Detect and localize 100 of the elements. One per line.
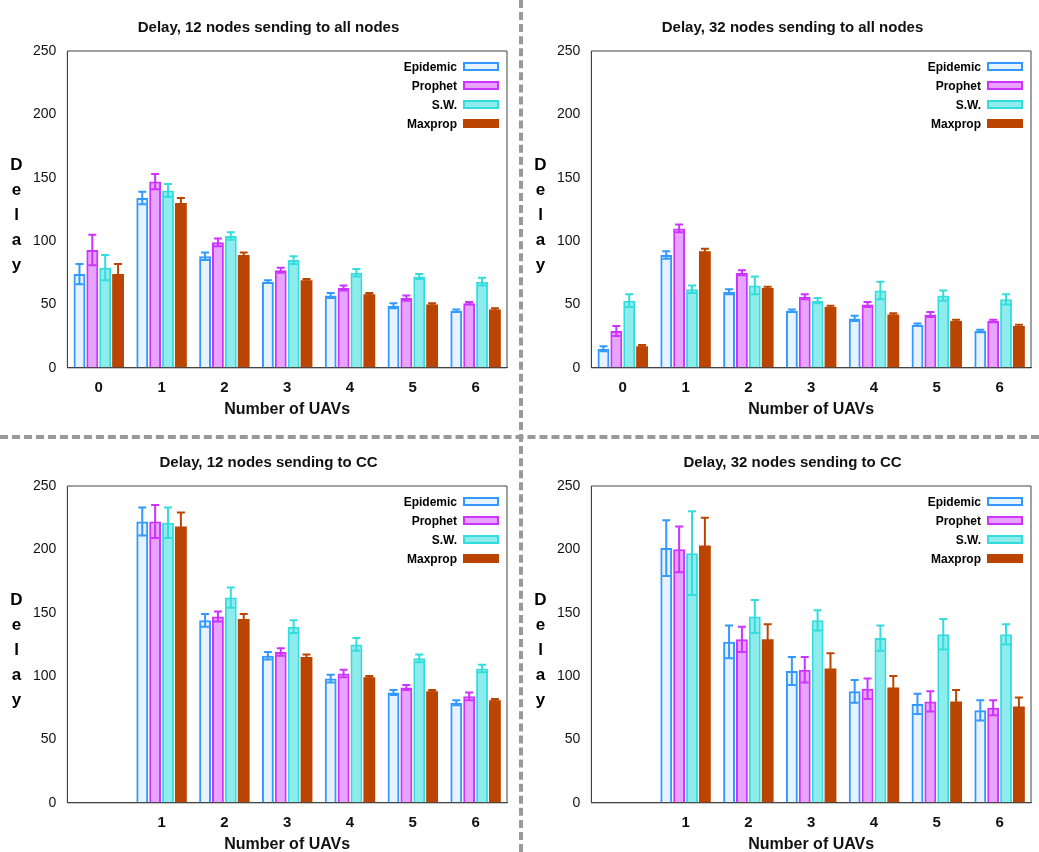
y-axis-title: Delay bbox=[530, 590, 550, 715]
bar bbox=[413, 658, 426, 803]
y-tick-label: 250 bbox=[557, 476, 581, 493]
x-tick-label: 2 bbox=[744, 812, 753, 830]
bar bbox=[413, 276, 426, 368]
y-axis-title: Delay bbox=[6, 155, 26, 280]
x-tick-label: 4 bbox=[869, 812, 879, 830]
legend-label: Maxprop bbox=[406, 116, 457, 131]
bar bbox=[673, 228, 686, 368]
x-tick-label: 5 bbox=[932, 377, 941, 395]
y-tick-label: 150 bbox=[33, 603, 57, 620]
bar bbox=[761, 287, 774, 368]
y-tick-label: 200 bbox=[557, 540, 581, 557]
legend-label: S.W. bbox=[955, 97, 981, 112]
y-tick-label: 50 bbox=[40, 730, 57, 747]
bar bbox=[261, 655, 274, 803]
bar bbox=[848, 318, 861, 368]
bar bbox=[212, 242, 224, 368]
bar bbox=[488, 309, 501, 368]
legend-label: Prophet bbox=[411, 513, 457, 528]
bar bbox=[363, 294, 376, 368]
y-tick-label: 100 bbox=[557, 231, 581, 248]
bar bbox=[723, 291, 735, 368]
bar bbox=[324, 678, 337, 803]
y-tick-label: 200 bbox=[557, 105, 581, 122]
bar bbox=[400, 298, 413, 368]
bar bbox=[811, 300, 824, 368]
y-tick-label: 250 bbox=[33, 41, 57, 58]
legend-label: S.W. bbox=[431, 532, 457, 547]
bar bbox=[426, 691, 439, 803]
x-axis-title: Number of UAVs bbox=[224, 834, 351, 852]
x-axis-title: Number of UAVs bbox=[224, 399, 351, 417]
y-axis-title: Delay bbox=[6, 590, 26, 715]
x-tick-label: 3 bbox=[807, 812, 816, 830]
y-tick-label: 100 bbox=[33, 231, 57, 248]
legend-label: Prophet bbox=[411, 78, 457, 93]
legend-label: S.W. bbox=[955, 532, 981, 547]
y-tick-label: 50 bbox=[564, 295, 581, 312]
x-tick-label: 5 bbox=[408, 812, 417, 830]
x-tick-label: 1 bbox=[157, 377, 166, 395]
bar bbox=[636, 346, 648, 368]
x-tick-label: 2 bbox=[220, 377, 229, 395]
bar bbox=[363, 677, 376, 803]
bar bbox=[450, 310, 463, 368]
y-tick-label: 0 bbox=[48, 793, 57, 810]
bar bbox=[974, 331, 987, 368]
x-tick-label: 0 bbox=[94, 377, 103, 395]
legend-label: Epidemic bbox=[927, 494, 981, 509]
legend-label: Epidemic bbox=[403, 59, 457, 74]
bar bbox=[1012, 325, 1025, 368]
y-tick-label: 150 bbox=[557, 168, 581, 185]
x-tick-label: 6 bbox=[995, 377, 1004, 395]
y-tick-label: 50 bbox=[40, 295, 57, 312]
y-tick-label: 250 bbox=[33, 476, 57, 493]
chart-title: Delay, 12 nodes sending to all nodes bbox=[137, 18, 400, 36]
bar bbox=[274, 270, 287, 368]
y-tick-label: 100 bbox=[557, 666, 581, 683]
y-tick-label: 150 bbox=[557, 603, 581, 620]
bar bbox=[450, 702, 463, 803]
x-tick-label: 6 bbox=[471, 377, 480, 395]
x-axis-title: Number of UAVs bbox=[748, 399, 875, 417]
bar bbox=[736, 272, 748, 368]
x-tick-label: 1 bbox=[681, 812, 690, 830]
legend-label: Prophet bbox=[935, 78, 981, 93]
bar bbox=[785, 310, 798, 368]
x-tick-label: 0 bbox=[618, 377, 627, 395]
y-tick-label: 50 bbox=[564, 730, 581, 747]
y-tick-label: 0 bbox=[572, 793, 581, 810]
x-tick-label: 6 bbox=[471, 812, 480, 830]
bar bbox=[426, 304, 439, 368]
x-tick-label: 6 bbox=[995, 812, 1004, 830]
x-tick-label: 1 bbox=[681, 377, 690, 395]
x-tick-label: 5 bbox=[408, 377, 417, 395]
chart-title: Delay, 32 nodes sending to all nodes bbox=[661, 18, 924, 36]
y-tick-label: 200 bbox=[33, 540, 57, 557]
y-tick-label: 0 bbox=[48, 358, 57, 375]
chart-title: Delay, 32 nodes sending to CC bbox=[683, 453, 902, 471]
bar bbox=[476, 281, 488, 368]
bar bbox=[463, 303, 476, 368]
bar bbox=[400, 687, 413, 803]
x-tick-label: 5 bbox=[932, 812, 941, 830]
legend-label: Epidemic bbox=[927, 59, 981, 74]
x-tick-label: 2 bbox=[744, 377, 753, 395]
legend-label: S.W. bbox=[431, 97, 457, 112]
y-tick-label: 200 bbox=[33, 105, 57, 122]
x-axis-title: Number of UAVs bbox=[748, 834, 875, 852]
bar bbox=[463, 696, 476, 803]
y-axis-title: Delay bbox=[530, 155, 550, 280]
legend-label: Maxprop bbox=[406, 551, 457, 566]
bar bbox=[476, 668, 488, 803]
x-tick-label: 2 bbox=[220, 812, 229, 830]
bar bbox=[950, 320, 963, 368]
x-tick-label: 4 bbox=[345, 377, 355, 395]
bar bbox=[798, 296, 811, 368]
bar bbox=[987, 320, 1000, 368]
legend-label: Maxprop bbox=[930, 551, 981, 566]
bar bbox=[324, 295, 337, 368]
x-tick-label: 3 bbox=[283, 377, 292, 395]
x-tick-label: 4 bbox=[869, 377, 879, 395]
bar bbox=[300, 657, 313, 803]
